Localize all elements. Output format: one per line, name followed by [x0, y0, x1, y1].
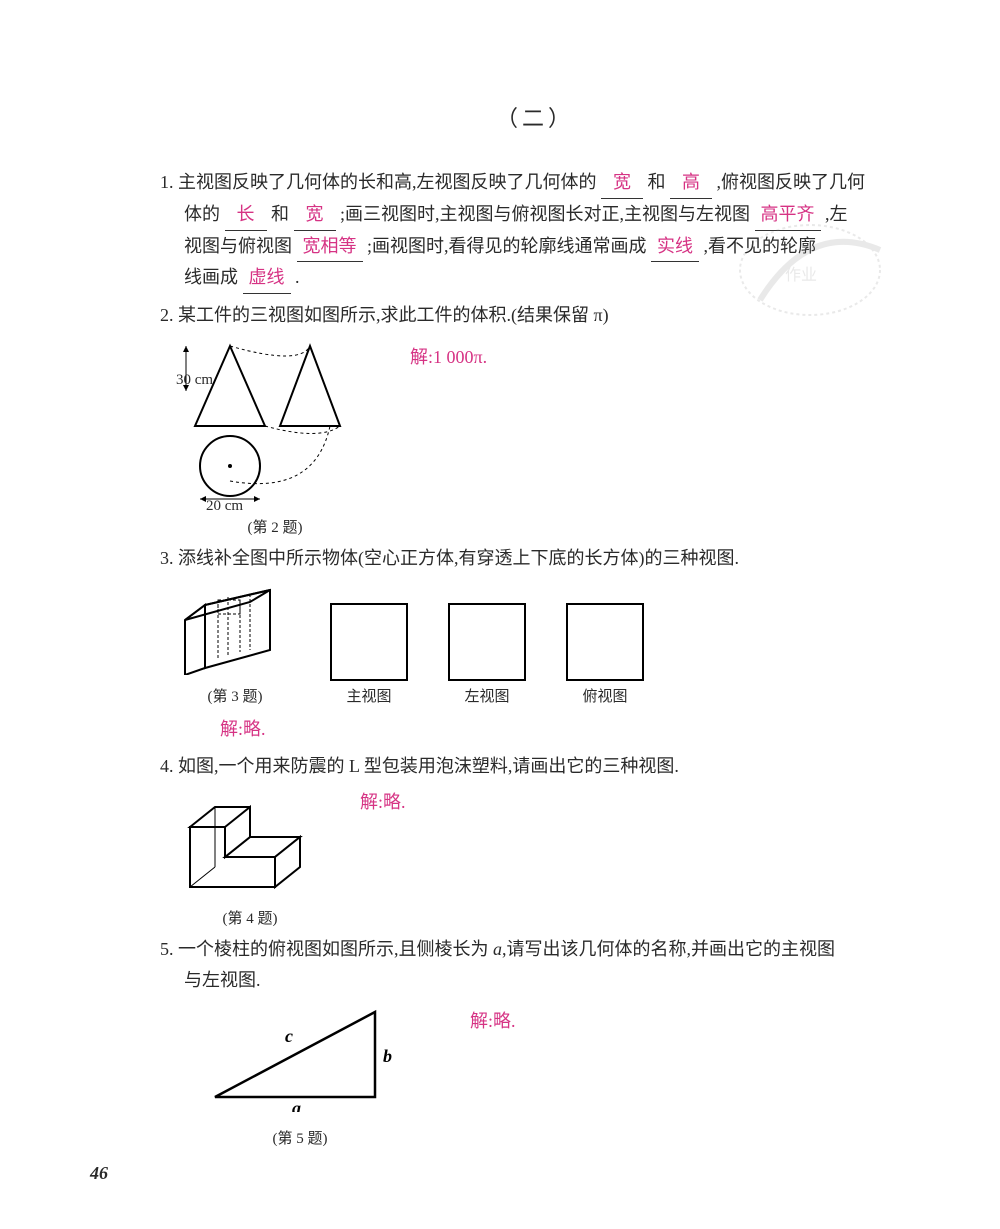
q1-t2: 和	[648, 172, 666, 192]
q3-view-2: 俯视图	[582, 685, 627, 711]
q1-b1: 宽	[601, 167, 643, 199]
question-1: 1. 主视图反映了几何体的长和高,左视图反映了几何体的 宽 和 高 ,俯视图反映…	[160, 167, 910, 293]
q1-t5: 和	[271, 204, 289, 224]
question-3: 3. 添线补全图中所示物体(空心正方体,有穿透上下底的长方体)的三种视图.	[160, 543, 910, 574]
q1-t12: .	[295, 267, 300, 287]
q1-t10: ,看不见的轮廓	[704, 236, 817, 256]
q4-num: 4.	[160, 756, 174, 776]
page-number: 46	[90, 1158, 108, 1189]
q3-text: 添线补全图中所示物体(空心正方体,有穿透上下底的长方体)的三种视图.	[178, 548, 739, 568]
q4-text: 如图,一个用来防震的 L 型包装用泡沫塑料,请画出它的三种视图.	[178, 756, 679, 776]
q1-t6: ;画三视图时,主视图与俯视图长对正,主视图与左视图	[340, 204, 750, 224]
q1-b5: 高平齐	[755, 199, 821, 231]
q1-t9: ;画视图时,看得见的轮廓线通常画成	[367, 236, 647, 256]
q3-view-side: 左视图	[448, 603, 526, 711]
q5-figure: c b a (第 5 题)	[180, 1002, 400, 1153]
q4-ans-val: 略.	[383, 792, 406, 812]
q5-text-c: 与左视图.	[160, 970, 261, 990]
q4-caption: (第 4 题)	[180, 907, 320, 933]
q5-figure-row: c b a (第 5 题) 解:略.	[160, 1002, 910, 1153]
question-2: 2. 某工件的三视图如图所示,求此工件的体积.(结果保留 π)	[160, 300, 910, 331]
q2-num: 2.	[160, 305, 174, 325]
q1-t3: ,俯视图反映了几何	[717, 172, 866, 192]
q2-dim-h: 30 cm	[176, 368, 213, 394]
q1-t4: 体的	[160, 204, 220, 224]
q3-num: 3.	[160, 548, 174, 568]
front-view-box	[330, 603, 408, 681]
q3-view-front: 主视图	[330, 603, 408, 711]
q4-answer: 解:略.	[360, 787, 406, 818]
q1-b4: 宽	[294, 199, 336, 231]
section-title: （二）	[160, 100, 910, 137]
q2-figure: 30 cm 20 cm (第 2 题)	[180, 336, 370, 541]
top-view-box	[566, 603, 644, 681]
q1-b7: 实线	[651, 231, 699, 263]
q3-view-0: 主视图	[346, 685, 391, 711]
q5-ans-val: 略.	[493, 1011, 516, 1031]
page: 作业 （二） 1. 主视图反映了几何体的长和高,左视图反映了几何体的 宽 和 高…	[0, 0, 1000, 1229]
q5-ital: a	[493, 939, 502, 959]
right-triangle-icon: c b a	[200, 1002, 400, 1112]
q4-ans-label: 解:	[360, 792, 383, 812]
q1-t1: 主视图反映了几何体的长和高,左视图反映了几何体的	[178, 172, 597, 192]
q3-caption: (第 3 题)	[180, 685, 290, 711]
q3-answer: 解:略.	[160, 714, 910, 745]
q2-ans-val: 1 000π.	[433, 347, 487, 367]
q4-solid: (第 4 题)	[180, 787, 320, 932]
q5-text-a: 一个棱柱的俯视图如图所示,且侧棱长为	[178, 939, 493, 959]
q3-solid: (第 3 题)	[180, 580, 290, 710]
q2-text: 某工件的三视图如图所示,求此工件的体积.(结果保留 π)	[178, 305, 609, 325]
q5-answer: 解:略.	[440, 1002, 516, 1037]
cone-three-view-icon	[180, 336, 370, 506]
q3-ans-label: 解:	[220, 719, 243, 739]
q2-answer: 解:1 000π.	[410, 336, 487, 373]
q5-caption: (第 5 题)	[200, 1127, 400, 1153]
q1-t11: 线画成	[160, 267, 238, 287]
question-5: 5. 一个棱柱的俯视图如图所示,且侧棱长为 a,请写出该几何体的名称,并画出它的…	[160, 934, 910, 995]
q3-view-top: 俯视图	[566, 603, 644, 711]
q3-view-1: 左视图	[464, 685, 509, 711]
q4-figure-row: (第 4 题) 解:略.	[160, 787, 910, 932]
q5-ans-label: 解:	[470, 1011, 493, 1031]
q2-dim-w: 20 cm	[206, 494, 243, 520]
q3-figure-row: (第 3 题) 主视图 左视图 俯视图	[160, 580, 910, 710]
q1-b6: 宽相等	[297, 231, 363, 263]
q2-ans-label: 解:	[410, 347, 433, 367]
q2-figure-row: 30 cm 20 cm (第 2 题) 解:1 000π.	[160, 336, 910, 541]
q1-t7: ,左	[825, 204, 848, 224]
q1-b2: 高	[670, 167, 712, 199]
q5-text-b: ,请写出该几何体的名称,并画出它的主视图	[502, 939, 835, 959]
l-shape-icon	[180, 787, 320, 897]
q2-caption: (第 2 题)	[180, 516, 370, 542]
q1-num: 1.	[160, 172, 174, 192]
hollow-cube-icon	[180, 580, 290, 675]
side-view-box	[448, 603, 526, 681]
q1-b8: 虚线	[243, 262, 291, 294]
question-4: 4. 如图,一个用来防震的 L 型包装用泡沫塑料,请画出它的三种视图.	[160, 751, 910, 782]
q1-b3: 长	[225, 199, 267, 231]
q1-t8: 视图与俯视图	[160, 236, 292, 256]
label-c: c	[285, 1026, 293, 1046]
q5-num: 5.	[160, 939, 174, 959]
label-a: a	[292, 1098, 301, 1112]
label-b: b	[383, 1046, 392, 1066]
q3-ans-val: 略.	[243, 719, 266, 739]
